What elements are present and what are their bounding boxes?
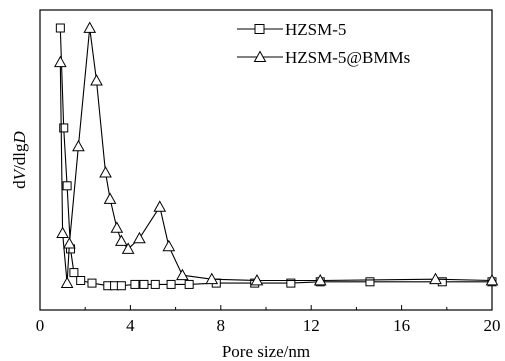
square-point — [365, 277, 375, 287]
series-line-0 — [59, 27, 492, 287]
x-tick-label: 16 — [393, 316, 410, 335]
triangle-point — [99, 166, 112, 178]
square-point — [166, 279, 176, 289]
x-tick-label: 20 — [484, 316, 501, 335]
plot-frame — [39, 9, 493, 311]
triangle-point — [133, 231, 146, 244]
triangle-point — [53, 55, 67, 68]
triangle-point — [429, 272, 442, 285]
triangle-point — [63, 237, 76, 249]
legend-triangle-marker — [253, 50, 267, 62]
x-axis-ticks: 0 4 8 12 16 20 — [36, 305, 501, 335]
triangle-point — [72, 139, 85, 152]
triangle-point — [313, 273, 327, 286]
square-point — [87, 278, 97, 288]
y-axis-title: dV/dlgD — [10, 130, 29, 188]
triangle-point — [250, 273, 264, 286]
x-tick-label: 0 — [36, 316, 45, 335]
triangle-point — [56, 226, 69, 239]
triangle-point — [103, 192, 117, 204]
square-point — [55, 23, 65, 33]
triangle-point — [110, 221, 124, 233]
legend-label-hzsm5-bmms: HZSM-5@BMMs — [285, 48, 410, 67]
square-point — [59, 123, 69, 133]
triangle-point — [83, 21, 97, 33]
series-layer — [53, 21, 499, 291]
square-point — [116, 281, 126, 291]
triangle-point — [115, 234, 128, 246]
square-point — [139, 279, 149, 289]
legend-item-hzsm5: HZSM-5 — [237, 20, 346, 39]
triangle-point — [60, 276, 74, 289]
legend-item-hzsm5-bmms: HZSM-5@BMMs — [237, 48, 410, 67]
square-point — [62, 181, 72, 191]
legend-label-hzsm5: HZSM-5 — [285, 20, 346, 39]
square-point — [69, 268, 79, 278]
triangle-point — [90, 74, 103, 86]
triangle-point — [176, 268, 189, 281]
legend: HZSM-5 HZSM-5@BMMs — [237, 20, 410, 67]
square-point — [76, 275, 86, 285]
triangle-point — [485, 273, 499, 286]
triangle-point — [121, 242, 135, 254]
square-point — [130, 279, 140, 289]
triangle-point — [162, 239, 176, 252]
x-tick-label: 12 — [303, 316, 320, 335]
x-axis-title: Pore size/nm — [222, 342, 310, 361]
triangle-point — [205, 272, 219, 285]
square-point — [286, 278, 296, 288]
triangle-point — [153, 200, 167, 212]
square-point — [184, 279, 194, 289]
square-point — [150, 279, 160, 289]
x-tick-label: 8 — [217, 316, 226, 335]
legend-square-marker — [254, 24, 265, 34]
x-tick-label: 4 — [126, 316, 135, 335]
